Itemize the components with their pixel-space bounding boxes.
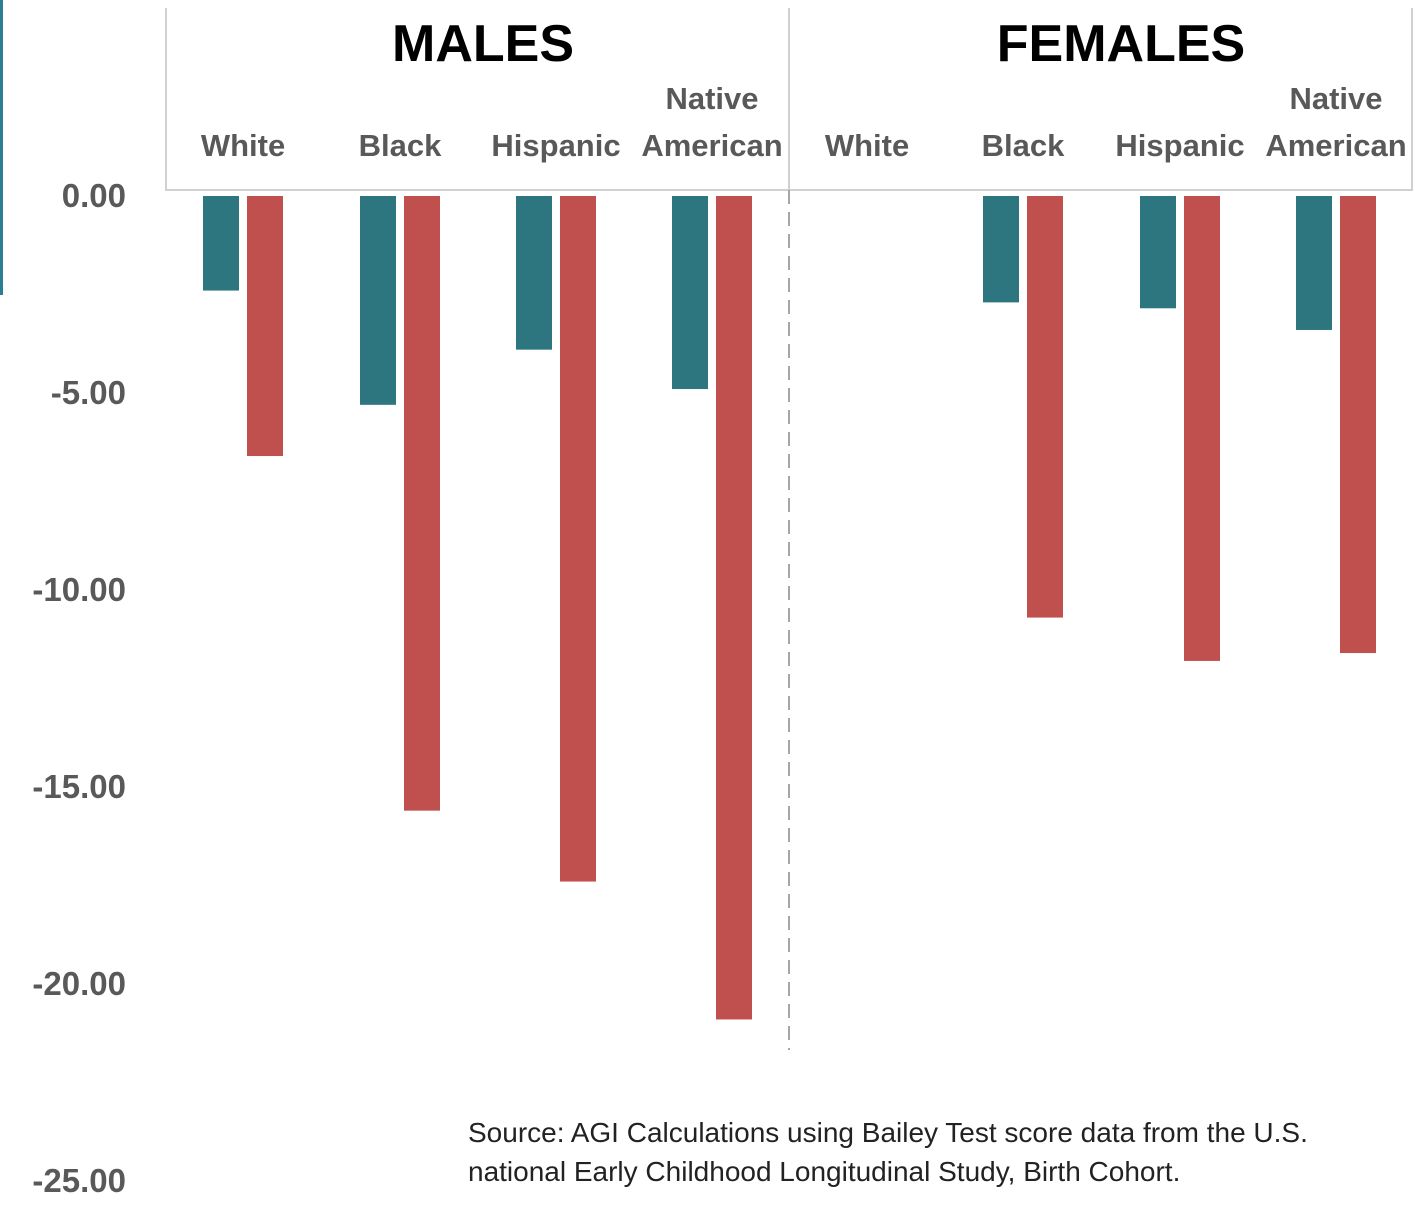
category-label-males-3-line1: American bbox=[641, 128, 782, 163]
bar-series1-males-0 bbox=[247, 196, 283, 457]
bar-series0-males-0 bbox=[203, 196, 239, 291]
panel-title-males: MALES bbox=[392, 15, 574, 73]
source-line-1: Source: AGI Calculations using Bailey Te… bbox=[468, 1117, 1308, 1148]
y-tick-label-1: -5.00 bbox=[51, 374, 126, 411]
left-accent-bar bbox=[0, 0, 3, 295]
source-line-2: national Early Childhood Longitudinal St… bbox=[468, 1156, 1181, 1187]
bar-series0-females-1 bbox=[983, 196, 1019, 303]
bar-series1-females-1 bbox=[1027, 196, 1063, 618]
bar-series1-females-3 bbox=[1340, 196, 1376, 654]
bar-series1-males-3 bbox=[716, 196, 752, 1020]
y-tick-label-5: -25.00 bbox=[32, 1162, 126, 1199]
category-label-females-3-line0: Native bbox=[1289, 81, 1382, 116]
bar-series0-females-3 bbox=[1296, 196, 1332, 330]
bar-series0-males-2 bbox=[516, 196, 552, 350]
bar-series0-males-3 bbox=[672, 196, 708, 390]
category-label-males-2-line1: Hispanic bbox=[491, 128, 620, 163]
category-label-males-0-line1: White bbox=[201, 128, 285, 163]
bar-series1-females-2 bbox=[1184, 196, 1220, 661]
y-tick-label-3: -15.00 bbox=[32, 768, 126, 805]
category-label-females-3-line1: American bbox=[1265, 128, 1406, 163]
category-label-males-3-line0: Native bbox=[665, 81, 758, 116]
y-tick-label-2: -10.00 bbox=[32, 571, 126, 608]
category-label-males-1-line1: Black bbox=[359, 128, 442, 163]
bar-series0-females-2 bbox=[1140, 196, 1176, 309]
panel-title-females: FEMALES bbox=[997, 15, 1245, 73]
source-note: Source: AGI Calculations using Bailey Te… bbox=[468, 1113, 1368, 1191]
y-tick-label-4: -20.00 bbox=[32, 965, 126, 1002]
category-label-females-0-line1: White bbox=[825, 128, 909, 163]
bar-series1-males-2 bbox=[560, 196, 596, 882]
category-label-females-2-line1: Hispanic bbox=[1115, 128, 1244, 163]
bar-series1-males-1 bbox=[404, 196, 440, 811]
y-tick-label-0: 0.00 bbox=[62, 177, 126, 214]
bar-series0-males-1 bbox=[360, 196, 396, 405]
category-label-females-1-line1: Black bbox=[982, 128, 1065, 163]
